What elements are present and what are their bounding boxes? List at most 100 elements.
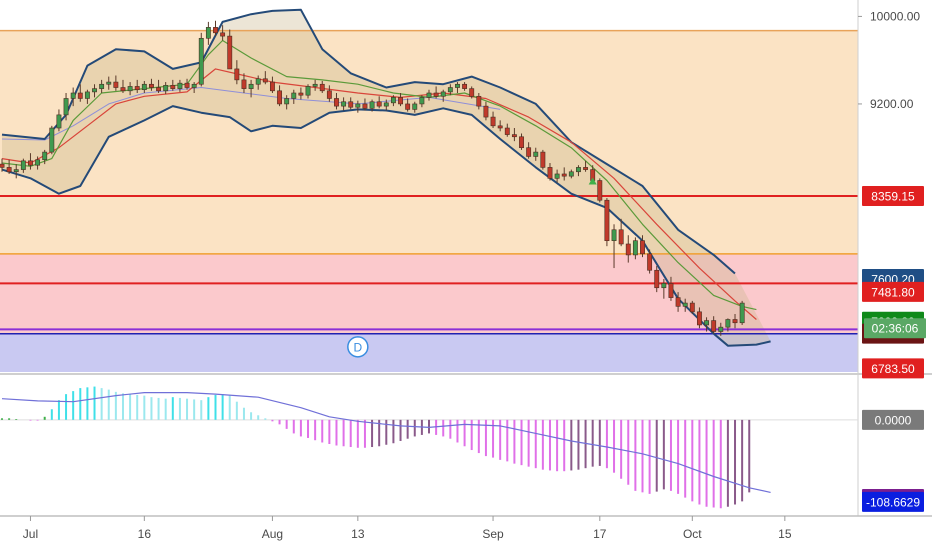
candle-body: [533, 151, 539, 157]
y-tick-label: 9200.00: [870, 97, 914, 111]
candle-body: [113, 81, 119, 88]
price-badge-label: 8359.15: [871, 189, 915, 203]
candle-body: [604, 199, 610, 242]
x-tick-label: Oct: [683, 527, 702, 541]
signal-line: [1, 392, 771, 493]
candle-body: [611, 229, 617, 242]
candle-body: [504, 127, 510, 135]
candle-body: [205, 27, 211, 39]
candle-body: [519, 136, 524, 149]
candle-body: [476, 95, 482, 107]
oscillator-pane: [0, 386, 858, 509]
zone-band-0: [0, 30, 858, 254]
candle-body: [540, 151, 546, 168]
x-tick-label: Aug: [262, 527, 283, 541]
candle-body: [497, 125, 503, 129]
candle-body: [554, 173, 560, 179]
countdown-badge-label: 02:36:06: [872, 322, 919, 336]
candle-body: [70, 92, 76, 99]
oscillator-badge: [862, 491, 924, 512]
candle-body: [376, 101, 382, 107]
candle-body: [84, 91, 90, 99]
x-tick-label: Sep: [482, 527, 504, 541]
candle-body: [526, 147, 532, 157]
candle-body: [248, 83, 254, 89]
candle-body: [312, 83, 318, 87]
oscillator-zero-badge: [862, 409, 924, 430]
candle-body: [739, 302, 745, 324]
candle-body: [419, 97, 425, 105]
candle-body: [234, 68, 240, 81]
candle-body: [191, 83, 197, 88]
candle-body: [177, 82, 183, 89]
candle-body: [348, 101, 354, 108]
candle-body: [718, 326, 724, 332]
candle-body: [42, 151, 48, 161]
candle-body: [92, 88, 97, 93]
oscillator-zero-badge-label: 0.0000: [875, 413, 912, 427]
candle-body: [149, 83, 154, 88]
candle-body: [490, 116, 496, 127]
candle-body: [654, 269, 660, 289]
signal-triangle-icon: [588, 177, 597, 185]
candle-body: [134, 86, 140, 91]
candle-body: [689, 302, 695, 313]
candle-body: [696, 311, 702, 326]
x-tick-label: 17: [593, 527, 607, 541]
candle-body: [390, 97, 396, 104]
zone-band-2: [0, 333, 858, 372]
candle-body: [269, 81, 275, 92]
candle-body: [412, 103, 418, 110]
countdown-badge: [864, 318, 926, 339]
candle-body: [661, 283, 667, 289]
candle-body: [163, 85, 169, 92]
candle-body: [35, 159, 41, 166]
x-tick-label: Jul: [23, 527, 38, 541]
candle-body: [576, 167, 581, 173]
candle-body: [213, 27, 218, 34]
candle-body: [433, 92, 439, 97]
price-pane: D: [0, 8, 858, 372]
candle-body: [547, 167, 553, 179]
x-tick-label: 16: [138, 527, 152, 541]
candle-body: [568, 171, 574, 177]
candle-body: [298, 92, 304, 96]
candle-body: [483, 105, 489, 118]
candle-body: [405, 103, 411, 110]
candle-body: [597, 180, 603, 201]
candle-body: [170, 85, 176, 89]
candle-body: [398, 97, 403, 105]
candle-body: [220, 32, 226, 37]
candle-body: [227, 35, 233, 70]
candle-body: [334, 98, 339, 107]
candle-body: [469, 88, 475, 97]
candle-body: [455, 83, 460, 88]
candles: [0, 20, 745, 336]
candle-body: [319, 83, 325, 92]
price-badge: [862, 358, 924, 379]
candle-body: [20, 160, 26, 170]
candle-body: [668, 283, 674, 298]
candle-body: [6, 167, 12, 173]
candle-body: [184, 82, 190, 88]
candle-body: [28, 160, 33, 166]
dividend-marker[interactable]: [347, 336, 369, 358]
candle-body: [511, 134, 517, 138]
candle-body: [305, 86, 311, 96]
candle-body: [277, 90, 282, 105]
candle-body: [383, 102, 389, 107]
candle-body: [426, 92, 432, 98]
candle-body: [711, 320, 717, 332]
bollinger-upper-line: [1, 8, 736, 275]
candle-body: [120, 87, 126, 92]
candle-body: [447, 87, 453, 93]
candle-body: [56, 114, 62, 129]
candle-body: [13, 169, 19, 173]
candle-body: [704, 320, 709, 326]
candle-body: [369, 101, 375, 109]
bollinger-band-fill: [2, 9, 771, 346]
candle-body: [99, 83, 105, 89]
candle-body: [632, 240, 638, 256]
